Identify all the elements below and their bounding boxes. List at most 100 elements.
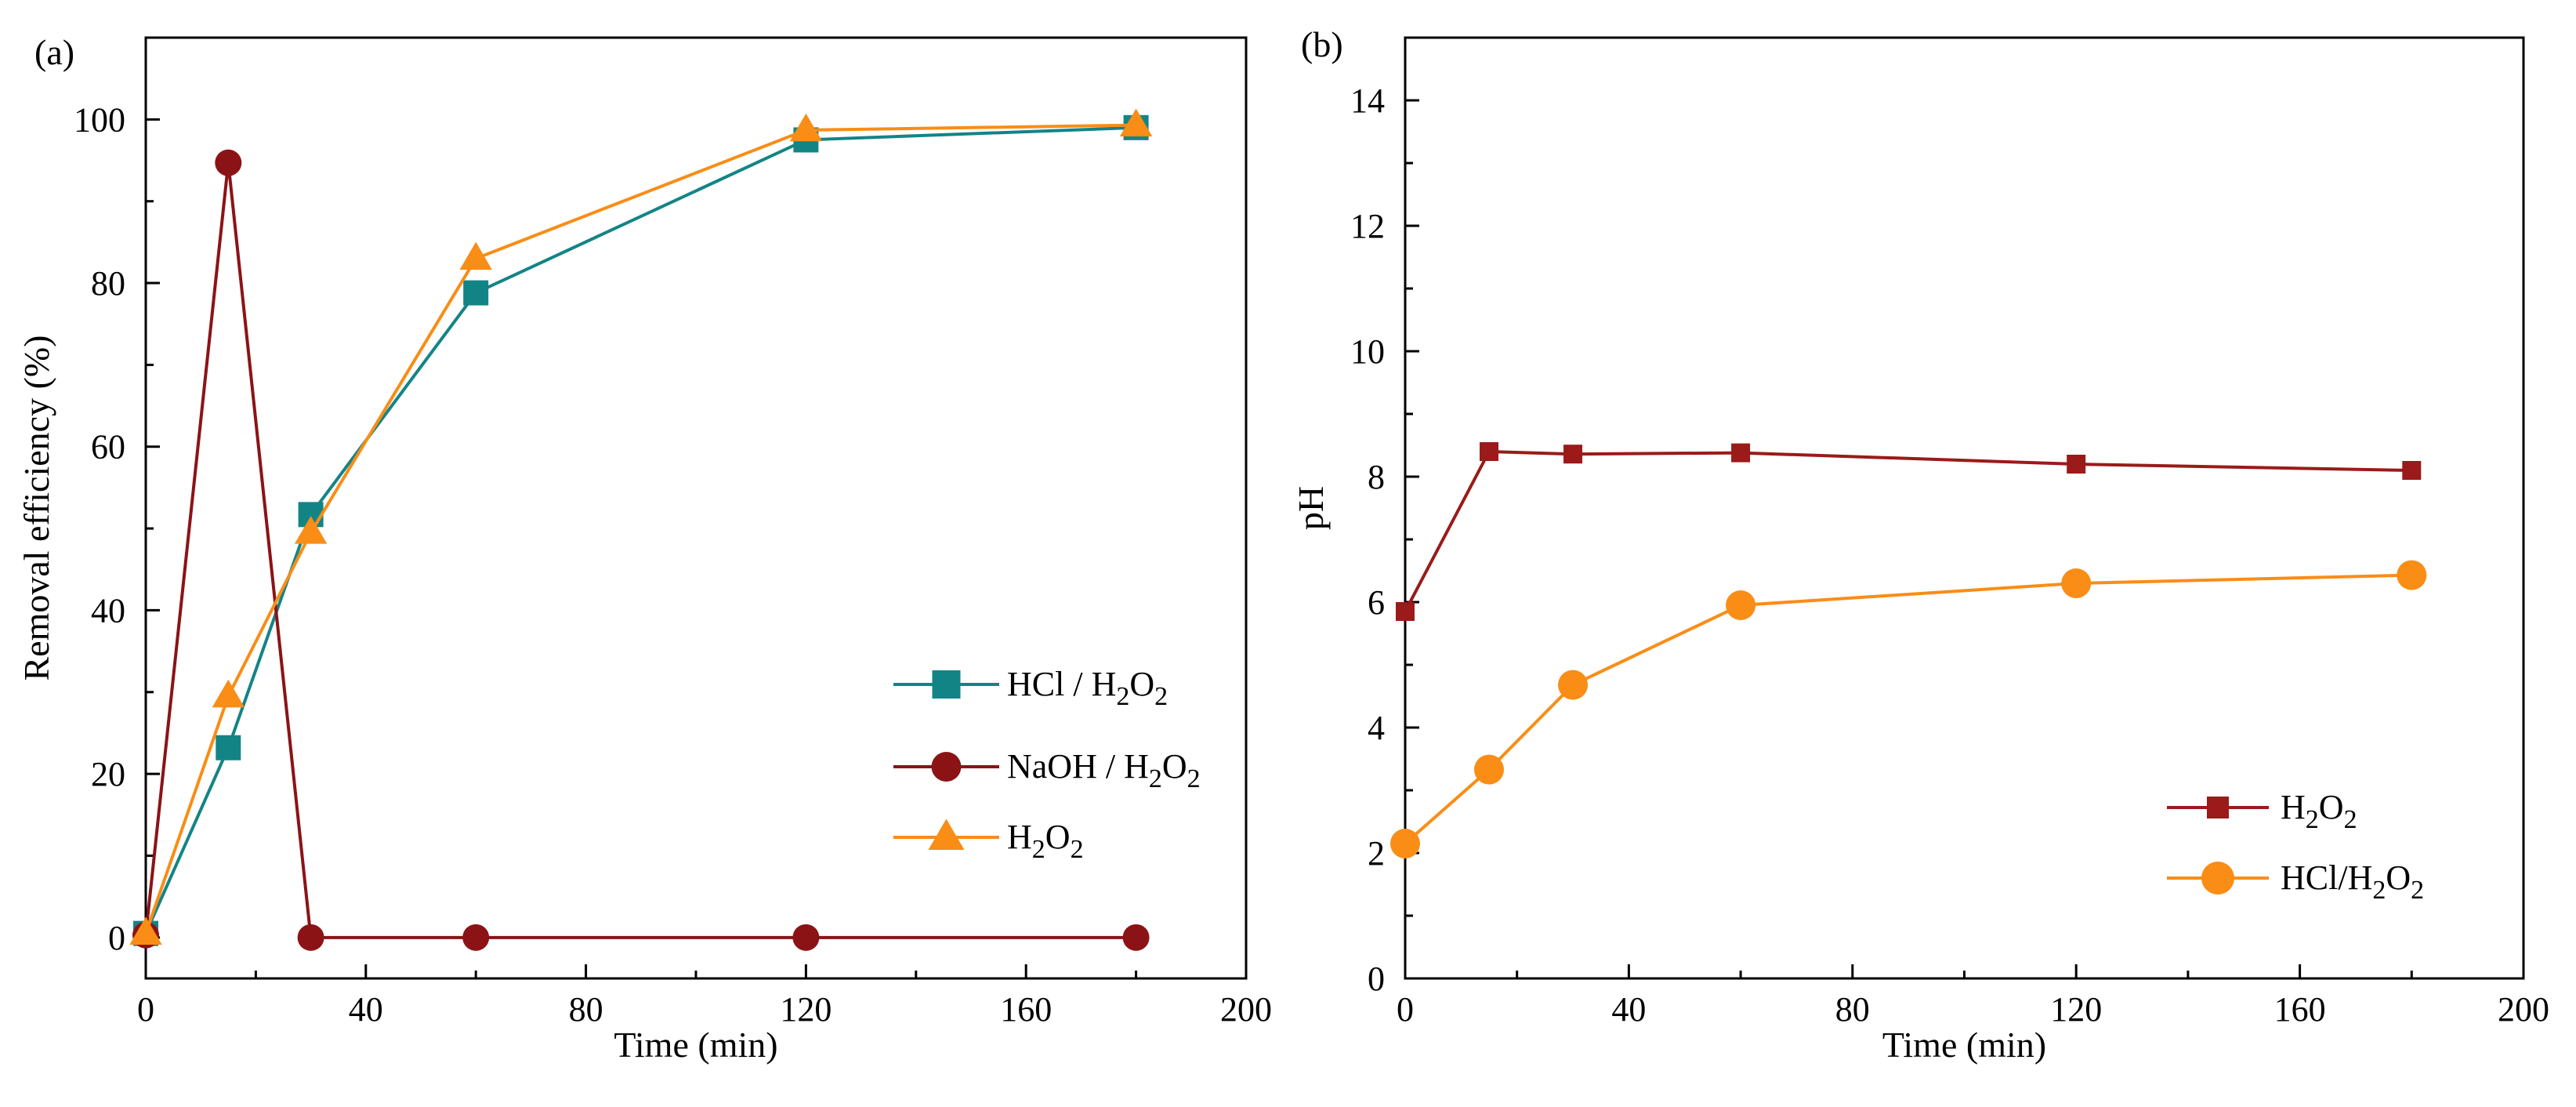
- legend-subscript: 2: [2411, 876, 2424, 905]
- legend-label: NaOH / H2O2: [1007, 747, 1201, 793]
- plot-frame: [1404, 36, 2525, 980]
- series-line: [1404, 573, 2412, 845]
- y-tick-label: 8: [1368, 458, 1385, 496]
- legend-text-part: O: [2319, 788, 2344, 826]
- legend-text-part: O: [1129, 665, 1154, 703]
- data-point: [129, 916, 162, 945]
- legend-text-part: O: [1045, 818, 1071, 856]
- data-point: [216, 735, 241, 760]
- panel-label: (b): [1301, 24, 1343, 64]
- series-line: [144, 162, 1136, 939]
- legend-subscript: 2: [2306, 805, 2319, 834]
- x-tick-label: 200: [1220, 990, 1272, 1029]
- data-point: [459, 241, 492, 270]
- y-tick-label: 60: [91, 428, 125, 466]
- legend-marker: [928, 818, 965, 850]
- legend-text-part: H: [2281, 788, 2306, 826]
- y-tick-label: 12: [1350, 207, 1385, 245]
- y-tick-label: 2: [1368, 834, 1385, 873]
- x-tick-label: 160: [1000, 990, 1052, 1029]
- x-tick-label: 120: [780, 990, 831, 1029]
- legend-text-part: HCl/H: [2281, 858, 2372, 897]
- legend-text-part: O: [2386, 858, 2411, 897]
- legend-marker: [2201, 862, 2234, 895]
- data-point: [1731, 443, 1751, 463]
- series-line: [144, 125, 1136, 935]
- data-point: [212, 679, 245, 708]
- data-point: [215, 149, 242, 176]
- y-tick-label: 10: [1350, 332, 1385, 371]
- legend-text-part: H: [1007, 818, 1032, 856]
- y-tick-label: 0: [1368, 960, 1385, 998]
- legend-entry: H2O2: [893, 818, 1084, 864]
- legend-subscript: 2: [1149, 764, 1162, 793]
- data-point: [297, 924, 324, 951]
- x-tick-label: 200: [2498, 990, 2549, 1029]
- data-point: [1119, 108, 1153, 137]
- legend-entry: H2O2: [2167, 788, 2357, 834]
- data-point: [463, 280, 489, 306]
- series-line: [144, 123, 1136, 935]
- chart-panel-b: 0 40 80 120 160 200 0 2 4 6 8 10 12 14 Time (min) pH (b)…: [1291, 24, 2549, 1065]
- data-point: [1122, 924, 1150, 951]
- y-tick-label: 6: [1368, 583, 1385, 622]
- series-hcl-h2o2: [133, 114, 1149, 946]
- y-tick-label: 0: [108, 919, 125, 957]
- data-point: [1558, 670, 1589, 700]
- legend-entry: NaOH / H2O2: [893, 747, 1201, 793]
- x-axis-title: Time (min): [1882, 1025, 2046, 1065]
- legend-subscript: 2: [1032, 835, 1045, 864]
- y-axis-title: Removal efficiency (%): [16, 335, 56, 681]
- legend-entry: HCl / H2O2: [893, 665, 1168, 711]
- x-tick-label: 0: [137, 990, 154, 1029]
- legend-subscript: 2: [1071, 835, 1084, 864]
- series-hcl-h2o2: [1390, 560, 2427, 858]
- data-point: [792, 924, 820, 951]
- x-tick-label: 120: [2050, 990, 2102, 1029]
- legend-text-part: NaOH / H: [1007, 747, 1149, 786]
- legend-entry: HCl/H2O2: [2167, 858, 2424, 905]
- x-tick-label: 80: [1835, 990, 1870, 1029]
- legend-subscript: 2: [1154, 682, 1168, 711]
- data-point: [1390, 829, 1420, 858]
- data-point: [1474, 754, 1505, 785]
- legend-subscript: 2: [1187, 764, 1201, 793]
- series-naoh-h2o2: [132, 149, 1150, 951]
- x-tick-label: 40: [1611, 990, 1646, 1029]
- data-point: [1396, 602, 1415, 621]
- legend-marker: [2207, 797, 2229, 818]
- data-point: [462, 924, 490, 951]
- y-tick-label: 4: [1368, 709, 1385, 747]
- legend-marker: [932, 670, 961, 699]
- x-tick-label: 40: [349, 990, 383, 1029]
- legend-label: H2O2: [2281, 788, 2357, 834]
- data-point: [2397, 560, 2427, 590]
- y-tick-label: 14: [1350, 82, 1385, 120]
- y-tick-label: 40: [91, 591, 125, 630]
- data-point: [2061, 568, 2092, 598]
- legend-label: H2O2: [1007, 818, 1084, 864]
- series-h2o2: [129, 108, 1153, 945]
- y-tick-label: 100: [74, 100, 125, 139]
- data-point: [294, 516, 328, 544]
- x-axis-title: Time (min): [614, 1025, 777, 1065]
- chart-panel-a: 0 40 80 120 160 200 0 20 40 60 80 100 Time (min) Remo…: [16, 32, 1272, 1065]
- legend-label: HCl / H2O2: [1007, 665, 1168, 711]
- data-point: [2402, 461, 2422, 480]
- data-point: [1726, 590, 1756, 620]
- y-tick-label: 20: [91, 755, 125, 793]
- data-point: [789, 113, 823, 142]
- data-point: [1480, 442, 1499, 461]
- x-tick-label: 160: [2274, 990, 2326, 1029]
- legend-label: HCl/H2O2: [2281, 858, 2424, 905]
- legend-subscript: 2: [2372, 876, 2386, 905]
- x-tick-label: 0: [1397, 990, 1414, 1029]
- legend-marker: [931, 752, 962, 782]
- data-point: [2067, 455, 2086, 474]
- y-tick-label: 80: [91, 264, 125, 303]
- y-axis-title: pH: [1291, 486, 1331, 530]
- panel-label: (a): [34, 32, 74, 72]
- legend-subscript: 2: [1116, 682, 1129, 711]
- legend-text-part: O: [1162, 747, 1187, 786]
